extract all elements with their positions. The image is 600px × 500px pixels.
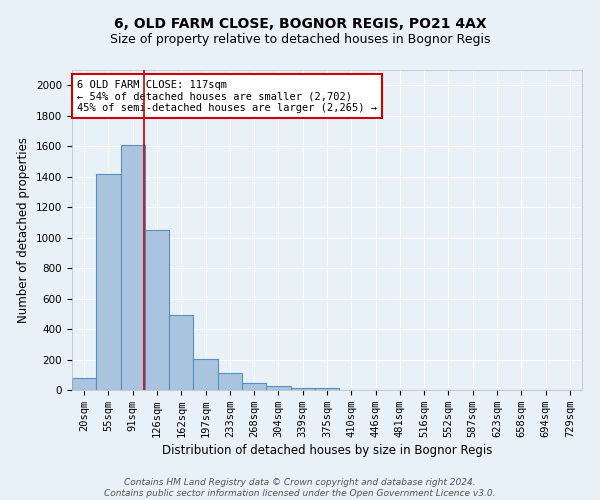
Text: 6 OLD FARM CLOSE: 117sqm
← 54% of detached houses are smaller (2,702)
45% of sem: 6 OLD FARM CLOSE: 117sqm ← 54% of detach… — [77, 80, 377, 113]
Text: Size of property relative to detached houses in Bognor Regis: Size of property relative to detached ho… — [110, 32, 490, 46]
Bar — [290, 388, 315, 390]
Bar — [218, 373, 242, 390]
Bar — [72, 378, 96, 390]
Bar — [266, 386, 290, 390]
Bar — [121, 144, 145, 390]
Bar — [315, 388, 339, 390]
Text: 6, OLD FARM CLOSE, BOGNOR REGIS, PO21 4AX: 6, OLD FARM CLOSE, BOGNOR REGIS, PO21 4A… — [113, 18, 487, 32]
Bar — [145, 230, 169, 390]
Y-axis label: Number of detached properties: Number of detached properties — [17, 137, 31, 323]
Bar — [242, 383, 266, 390]
Bar — [193, 359, 218, 390]
Bar — [169, 316, 193, 390]
X-axis label: Distribution of detached houses by size in Bognor Regis: Distribution of detached houses by size … — [162, 444, 492, 457]
Text: Contains HM Land Registry data © Crown copyright and database right 2024.
Contai: Contains HM Land Registry data © Crown c… — [104, 478, 496, 498]
Bar — [96, 174, 121, 390]
